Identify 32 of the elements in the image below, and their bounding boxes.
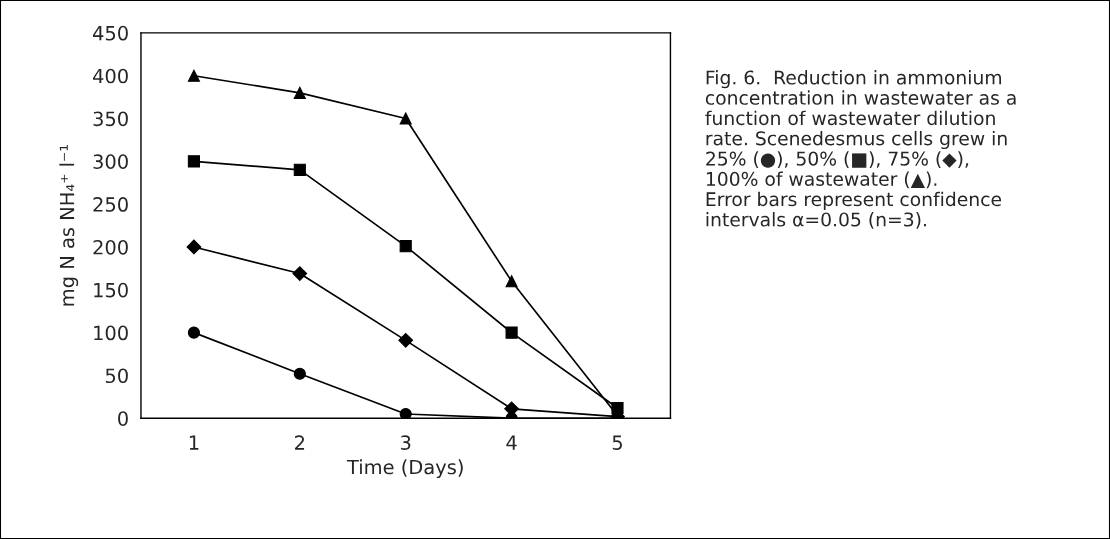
- point: [505, 275, 518, 288]
- y-axis-title: mg N as NH₄⁺ l⁻¹: [59, 144, 79, 306]
- caption: Fig. 6. Reduction in ammonium concentration in wastewater as a function of wastewater dilution rate. Scenedesmus cells grew in 25% (●), 50% (■), 75% (◆), 100% of wastewater (▲). Error bars represent confidence intervals α=0.05 (n=3).: [705, 70, 1016, 229]
- point: [187, 155, 200, 168]
- x-tick-label: 1: [189, 435, 199, 450]
- point: [399, 407, 412, 419]
- point: [186, 239, 202, 255]
- y-tick-label: 100: [94, 325, 128, 341]
- y-tick-label: 150: [94, 282, 128, 298]
- y-tick-label: 350: [93, 111, 128, 127]
- point: [293, 163, 306, 176]
- point: [292, 266, 308, 281]
- y-tick-label: 400: [93, 68, 128, 84]
- x-tick-label: 5: [612, 435, 622, 450]
- point: [293, 367, 306, 380]
- y-tick-label: 0: [118, 411, 128, 426]
- point: [398, 332, 414, 348]
- point: [505, 326, 518, 339]
- y-tick-label: 50: [105, 368, 128, 384]
- x-axis-title: Time (Days): [346, 459, 463, 479]
- x-tick-label: 2: [295, 435, 305, 450]
- y-tick-label: 200: [93, 239, 128, 255]
- point: [399, 240, 412, 253]
- point: [293, 86, 306, 99]
- point: [187, 326, 200, 339]
- y-tick-label: 450: [93, 25, 128, 41]
- x-tick-label: 3: [401, 435, 411, 450]
- point: [399, 112, 412, 125]
- point: [187, 69, 200, 82]
- x-tick-label: 4: [506, 435, 517, 450]
- y-tick-label: 250: [93, 197, 128, 212]
- y-tick-label: 300: [93, 154, 128, 169]
